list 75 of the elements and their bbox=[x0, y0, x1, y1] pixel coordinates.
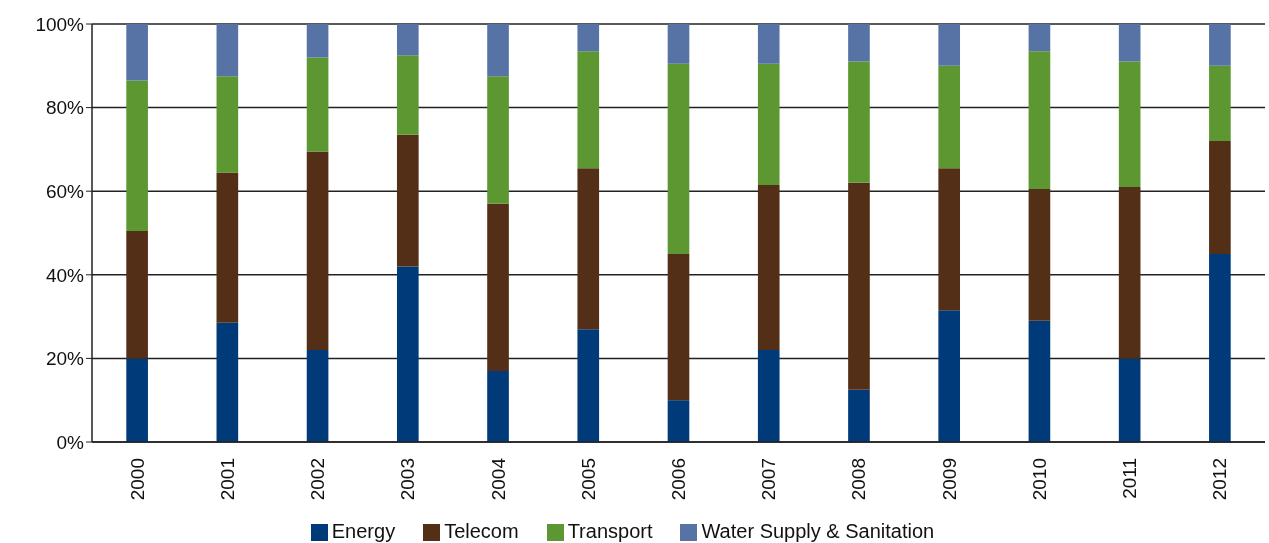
bar bbox=[577, 329, 600, 442]
bar bbox=[1209, 24, 1231, 66]
bar bbox=[848, 182, 870, 390]
x-tick-label: 2012 bbox=[1209, 458, 1231, 501]
y-tick-label: 40% bbox=[45, 264, 85, 286]
legend-label: Energy bbox=[331, 520, 396, 542]
y-tick-label: 80% bbox=[45, 97, 85, 119]
bar bbox=[306, 57, 329, 152]
bar bbox=[577, 168, 600, 330]
bar bbox=[1118, 358, 1141, 442]
bar bbox=[1118, 187, 1141, 359]
bar bbox=[757, 184, 780, 351]
legend-label: Water Supply & Sanitation bbox=[701, 520, 935, 542]
bar bbox=[577, 24, 600, 52]
x-tick-label: 2003 bbox=[397, 458, 419, 501]
y-tick-label: 100% bbox=[35, 13, 85, 35]
x-tick-label: 2005 bbox=[577, 458, 599, 501]
x-tick-label: 2001 bbox=[216, 458, 238, 501]
bar bbox=[396, 55, 419, 135]
bar bbox=[126, 358, 148, 442]
x-tick-label: 2002 bbox=[307, 458, 329, 501]
bar bbox=[396, 134, 419, 267]
legend-label: Transport bbox=[567, 520, 653, 542]
bar bbox=[667, 253, 690, 401]
bar bbox=[1209, 141, 1231, 254]
bar bbox=[216, 322, 239, 442]
bar bbox=[216, 172, 239, 323]
bar bbox=[848, 24, 870, 62]
x-tick-label: 2006 bbox=[668, 458, 689, 501]
bar bbox=[757, 24, 780, 64]
bar bbox=[938, 24, 961, 66]
bar bbox=[126, 80, 148, 231]
bar bbox=[487, 370, 509, 442]
bar bbox=[1028, 189, 1051, 321]
bar bbox=[938, 168, 961, 311]
bar bbox=[1028, 320, 1051, 442]
bar bbox=[1028, 51, 1051, 190]
bar bbox=[1209, 253, 1231, 442]
x-tick-label: 2004 bbox=[487, 457, 509, 501]
bar bbox=[577, 51, 600, 169]
bar bbox=[126, 230, 148, 359]
bar bbox=[216, 76, 239, 173]
bar bbox=[848, 61, 870, 183]
bar bbox=[306, 24, 329, 58]
x-tick-label: 2009 bbox=[938, 458, 960, 501]
bar bbox=[126, 24, 148, 81]
bar bbox=[1118, 24, 1141, 62]
bar bbox=[396, 266, 419, 442]
bar bbox=[757, 350, 780, 442]
bar bbox=[216, 24, 239, 77]
bar bbox=[938, 310, 961, 442]
y-tick-label: 0% bbox=[56, 431, 85, 453]
x-tick-label: 2000 bbox=[126, 458, 148, 501]
bar bbox=[306, 151, 329, 351]
bar bbox=[487, 76, 509, 204]
y-tick-label: 60% bbox=[45, 180, 85, 202]
bar bbox=[487, 203, 509, 371]
bar bbox=[757, 63, 780, 185]
x-tick-label: 2011 bbox=[1119, 458, 1141, 499]
legend-label: Telecom bbox=[444, 520, 519, 542]
bar bbox=[667, 63, 690, 254]
bar bbox=[1209, 65, 1231, 142]
bar bbox=[487, 24, 509, 77]
x-tick-label: 2008 bbox=[848, 458, 870, 501]
x-tick-label: 2010 bbox=[1028, 458, 1050, 501]
bar bbox=[306, 350, 329, 442]
y-tick-label: 20% bbox=[45, 348, 85, 370]
bar bbox=[1118, 61, 1141, 188]
bar bbox=[667, 400, 690, 442]
bar bbox=[1028, 24, 1051, 52]
x-tick-label: 2007 bbox=[758, 458, 780, 501]
bar bbox=[848, 389, 870, 442]
bar bbox=[938, 65, 961, 169]
bar bbox=[396, 24, 419, 56]
bar bbox=[667, 24, 690, 64]
